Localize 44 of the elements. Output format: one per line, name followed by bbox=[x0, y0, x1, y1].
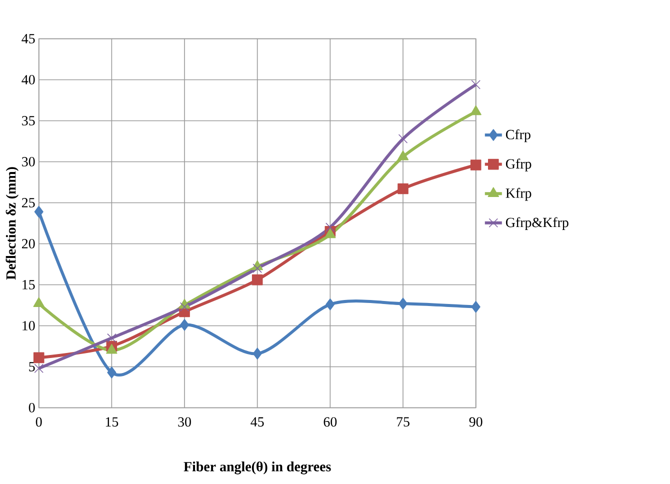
point bbox=[326, 222, 335, 232]
point bbox=[470, 160, 482, 170]
y-tick-label: 20 bbox=[22, 239, 35, 248]
point bbox=[33, 297, 44, 307]
point bbox=[180, 319, 190, 331]
y-tick-label: 0 bbox=[28, 403, 35, 412]
point bbox=[471, 300, 480, 313]
y-tick-label: 40 bbox=[22, 75, 35, 84]
point bbox=[398, 298, 408, 310]
legend-label: Gfrp bbox=[506, 158, 532, 172]
y-tick-label: 15 bbox=[22, 280, 35, 290]
point bbox=[252, 264, 262, 273]
point bbox=[180, 302, 190, 312]
x-tick-label: 15 bbox=[106, 417, 118, 427]
x-tick-label: 45 bbox=[250, 417, 264, 427]
legend-label: Kfrp bbox=[506, 188, 532, 201]
point bbox=[33, 352, 44, 364]
x-tick-label: 75 bbox=[396, 417, 410, 427]
legend-label: Cfrp bbox=[506, 129, 530, 142]
x-tick-label: 30 bbox=[178, 417, 191, 427]
x-tick-label: 0 bbox=[36, 417, 42, 427]
point bbox=[252, 348, 262, 360]
y-tick-label: 5 bbox=[29, 362, 35, 372]
x-tick-label: 60 bbox=[324, 417, 337, 427]
point bbox=[107, 366, 116, 378]
y-tick-label: 10 bbox=[22, 321, 35, 330]
y-tick-label: 25 bbox=[22, 198, 35, 208]
point bbox=[471, 80, 480, 90]
point bbox=[398, 183, 408, 194]
x-tick-label: 90 bbox=[469, 417, 482, 427]
point bbox=[34, 364, 44, 374]
point bbox=[470, 105, 482, 116]
point bbox=[107, 333, 116, 343]
y-tick-label: 35 bbox=[22, 116, 35, 126]
point bbox=[397, 150, 409, 160]
y-axis-title: Deflection δz (mm) bbox=[6, 167, 19, 280]
point bbox=[326, 298, 335, 310]
point bbox=[252, 274, 263, 286]
y-tick-label: 30 bbox=[22, 157, 35, 166]
point bbox=[34, 206, 44, 218]
x-axis-title: Fiber angle(θ) in degrees bbox=[184, 462, 331, 474]
y-tick-label: 45 bbox=[22, 34, 35, 44]
point bbox=[106, 344, 118, 354]
legend-label: Gfrp&Kfrp bbox=[506, 217, 568, 230]
